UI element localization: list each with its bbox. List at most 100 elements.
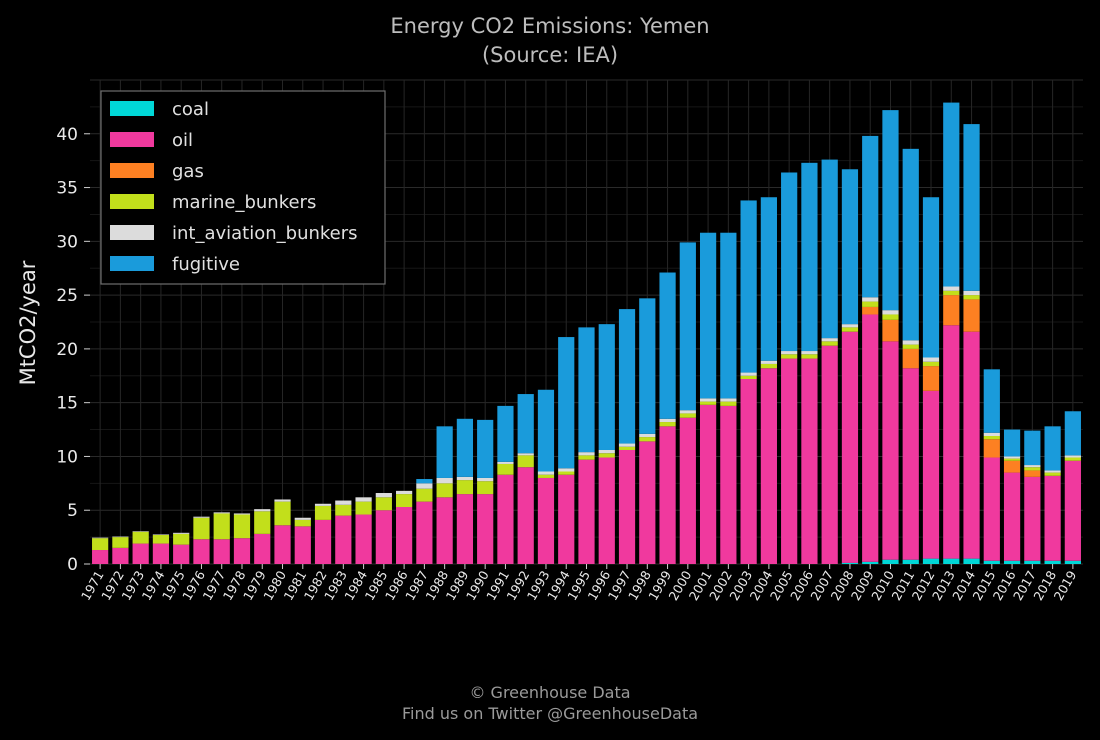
bar-segment-oil: [213, 539, 230, 564]
bar-segment-marine-bunkers: [781, 354, 798, 359]
bar-segment-fugitive: [1003, 429, 1021, 457]
bar-segment-marine-bunkers: [213, 513, 230, 540]
bar-segment-int-aviation-bunkers: [639, 433, 656, 438]
bar-segment-marine-bunkers: [456, 480, 474, 495]
bar-segment-marine-bunkers: [274, 501, 291, 526]
bar-segment-marine-bunkers: [396, 494, 413, 507]
bar-segment-oil: [699, 404, 717, 564]
bar-segment-oil: [1044, 475, 1061, 561]
bar-segment-marine-bunkers: [760, 363, 777, 369]
bar-segment-int-aviation-bunkers: [720, 398, 737, 402]
bar-segment-int-aviation-bunkers: [254, 509, 271, 512]
bar-segment-gas: [1003, 460, 1021, 473]
bar-segment-int-aviation-bunkers: [740, 372, 757, 376]
bar-segment-oil: [801, 358, 818, 564]
bar-segment-marine-bunkers: [416, 488, 433, 502]
bar-segment-marine-bunkers: [497, 463, 514, 475]
bar-segment-marine-bunkers: [841, 327, 859, 332]
bar-segment-oil: [335, 515, 352, 564]
bar-segment-oil: [132, 543, 149, 564]
bar-segment-marine-bunkers: [1024, 467, 1041, 471]
bar-segment-fugitive: [821, 159, 838, 339]
bar-segment-marine-bunkers: [314, 505, 332, 520]
bar-segment-fugitive: [922, 197, 940, 358]
bar-segment-int-aviation-bunkers: [821, 338, 838, 342]
bar-segment-int-aviation-bunkers: [416, 483, 433, 489]
bar-segment-coal: [862, 561, 879, 564]
bar-segment-oil: [497, 474, 514, 564]
bar-segment-marine-bunkers: [963, 295, 980, 300]
bar-segment-oil: [760, 368, 777, 564]
bar-segment-marine-bunkers: [254, 511, 271, 534]
legend-label: coal: [172, 99, 209, 120]
bar-segment-marine-bunkers: [92, 538, 109, 551]
chart-subtitle: (Source: IEA): [481, 43, 619, 67]
bar-segment-oil: [639, 441, 656, 564]
bar-segment-fugitive: [699, 232, 717, 399]
bar-segment-int-aviation-bunkers: [598, 449, 615, 454]
bar-segment-int-aviation-bunkers: [314, 503, 332, 506]
bar-segment-int-aviation-bunkers: [375, 493, 392, 498]
bar-segment-int-aviation-bunkers: [578, 452, 595, 456]
bar-segment-oil: [781, 358, 798, 564]
bar-stacks: [92, 102, 1081, 564]
bar-segment-oil: [416, 501, 433, 564]
bar-segment-oil: [355, 514, 372, 564]
bar-segment-oil: [274, 525, 291, 564]
bar-segment-oil: [943, 325, 960, 559]
bar-segment-marine-bunkers: [1003, 458, 1021, 461]
bar-segment-marine-bunkers: [537, 474, 555, 478]
bar-segment-oil: [1064, 460, 1081, 561]
bar-segment-oil: [173, 544, 190, 564]
bar-segment-gas: [963, 299, 980, 332]
bar-segment-int-aviation-bunkers: [1064, 455, 1081, 458]
bar-segment-fugitive: [740, 200, 757, 373]
bar-segment-gas: [882, 319, 899, 342]
bar-segment-int-aviation-bunkers: [92, 537, 109, 539]
bar-segment-int-aviation-bunkers: [497, 461, 514, 464]
y-tick-label: 5: [67, 501, 78, 521]
bar-segment-int-aviation-bunkers: [436, 477, 453, 484]
bar-segment-oil: [1024, 476, 1041, 561]
y-axis-ticks: 0 5 10 15 20 25 30 35 40: [56, 125, 90, 575]
bar-segment-marine-bunkers: [699, 401, 717, 405]
bar-segment-marine-bunkers: [679, 413, 696, 418]
bar-segment-int-aviation-bunkers: [659, 418, 676, 423]
bar-segment-oil: [558, 474, 575, 564]
bar-segment-oil: [537, 477, 555, 564]
bar-segment-gas: [943, 295, 960, 326]
bar-segment-fugitive: [720, 232, 737, 399]
bar-segment-int-aviation-bunkers: [537, 471, 555, 475]
bar-segment-int-aviation-bunkers: [922, 357, 940, 362]
bar-segment-oil: [233, 538, 251, 564]
bar-segment-fugitive: [943, 102, 960, 287]
bar-segment-fugitive: [1044, 426, 1061, 471]
bar-segment-int-aviation-bunkers: [477, 477, 494, 482]
bar-segment-oil: [254, 533, 271, 564]
bar-segment-fugitive: [456, 418, 474, 477]
bar-segment-int-aviation-bunkers: [679, 410, 696, 414]
legend-swatch: [110, 225, 154, 240]
bar-segment-oil: [294, 526, 311, 564]
bar-segment-fugitive: [598, 324, 615, 450]
bar-segment-marine-bunkers: [375, 497, 392, 511]
bar-segment-int-aviation-bunkers: [517, 453, 534, 456]
bar-segment-oil: [922, 390, 940, 559]
bar-segment-fugitive: [801, 162, 818, 352]
bar-segment-coal: [1003, 560, 1021, 564]
bar-segment-oil: [841, 331, 859, 563]
x-axis-ticks: 1971197219731974197519761977197819791980…: [78, 564, 1079, 603]
bar-segment-gas: [902, 348, 919, 369]
bar-segment-int-aviation-bunkers: [760, 360, 777, 364]
bar-segment-coal: [1044, 560, 1061, 564]
bar-segment-coal: [902, 559, 919, 564]
legend-swatch: [110, 194, 154, 209]
bar-segment-fugitive: [841, 169, 859, 325]
legend: coal oil gas marine_bunkers int_aviation_bun…: [100, 90, 386, 285]
bar-segment-coal: [841, 562, 859, 564]
bar-segment-int-aviation-bunkers: [112, 536, 129, 538]
bar-segment-coal: [983, 560, 1000, 564]
bar-segment-oil: [396, 507, 413, 564]
y-tick-label: 25: [56, 286, 78, 306]
bar-segment-fugitive: [963, 124, 980, 291]
